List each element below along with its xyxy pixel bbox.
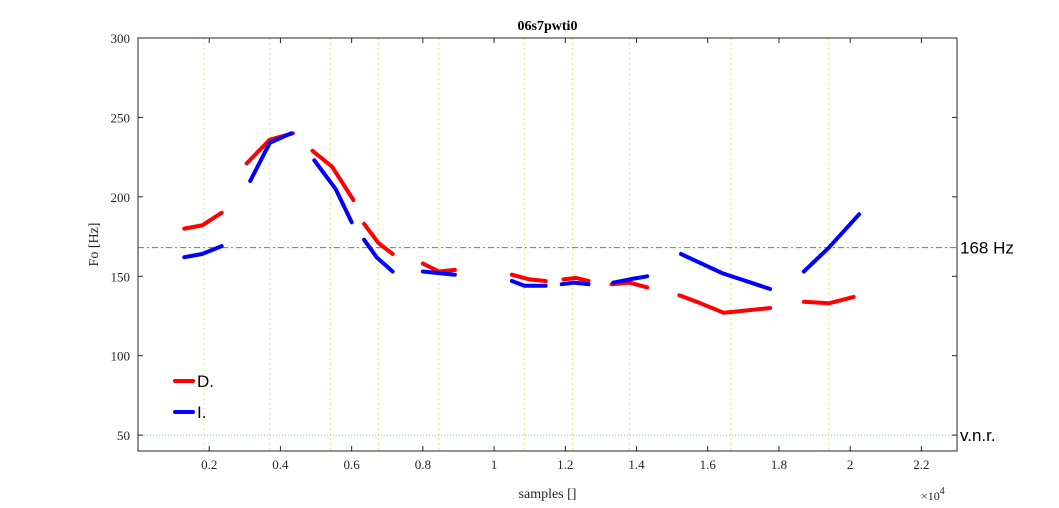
x-axis-exponent-power: 4 (940, 486, 945, 497)
x-tick-label: 1 (491, 457, 498, 472)
series-segment (420, 269, 457, 277)
series-segment (509, 272, 548, 283)
series-segment (182, 210, 224, 231)
x-tick-label: 1.4 (628, 457, 645, 472)
plot-frame (137, 37, 958, 452)
x-axis-exponent: ×104 (921, 486, 945, 503)
y-axis-title: Fo [Hz] (87, 223, 102, 267)
series-lines (182, 131, 862, 315)
axis-ticks: 0.2 0.4 0.6 0.8 1 1.2 1.4 1.6 1.8 2 2.2 50 100 150 200… (111, 31, 957, 472)
series-segment (801, 294, 856, 306)
series-segment (559, 280, 591, 287)
series-segment (248, 131, 294, 183)
series-segment (611, 274, 650, 285)
legend: D. I. (173, 372, 214, 422)
series-segment (801, 212, 862, 274)
x-tick-label: 0.4 (272, 457, 289, 472)
reference-line-label: 168 Hz (960, 239, 1014, 258)
y-tick-label: 100 (111, 349, 131, 364)
series-segment (312, 158, 354, 225)
reference-line-label: v.n.r. (960, 426, 996, 445)
series-segment (677, 293, 773, 315)
series-segment (679, 252, 773, 291)
x-tick-label: 2.2 (913, 457, 929, 472)
series-segment (561, 275, 591, 283)
series-group (182, 131, 856, 315)
chart-title: 06s7pwti0 (518, 19, 578, 34)
x-tick-label: 1.8 (771, 457, 787, 472)
x-tick-label: 1.2 (557, 457, 573, 472)
x-tick-label: 0.8 (415, 457, 431, 472)
x-tick-label: 1.6 (700, 457, 717, 472)
y-tick-label: 50 (117, 428, 130, 443)
x-tick-label: 0.6 (344, 457, 361, 472)
series-segment (362, 237, 395, 274)
y-tick-label: 200 (111, 190, 131, 205)
x-tick-label: 2 (847, 457, 854, 472)
x-axis-exponent-base: ×10 (921, 489, 940, 503)
x-axis-title: samples [] (519, 487, 577, 502)
series-segment (182, 244, 224, 260)
legend-label: D. (197, 372, 214, 391)
series-segment (509, 279, 548, 288)
series-segment (362, 221, 395, 256)
y-tick-label: 300 (111, 31, 131, 46)
legend-label: I. (197, 403, 206, 422)
y-tick-label: 250 (111, 110, 131, 125)
reference-lines: 168 Hz v.n.r. (138, 239, 1014, 445)
series-segment (310, 148, 356, 202)
y-tick-label: 150 (111, 269, 131, 284)
series-group (182, 131, 862, 291)
x-tick-label: 0.2 (201, 457, 217, 472)
